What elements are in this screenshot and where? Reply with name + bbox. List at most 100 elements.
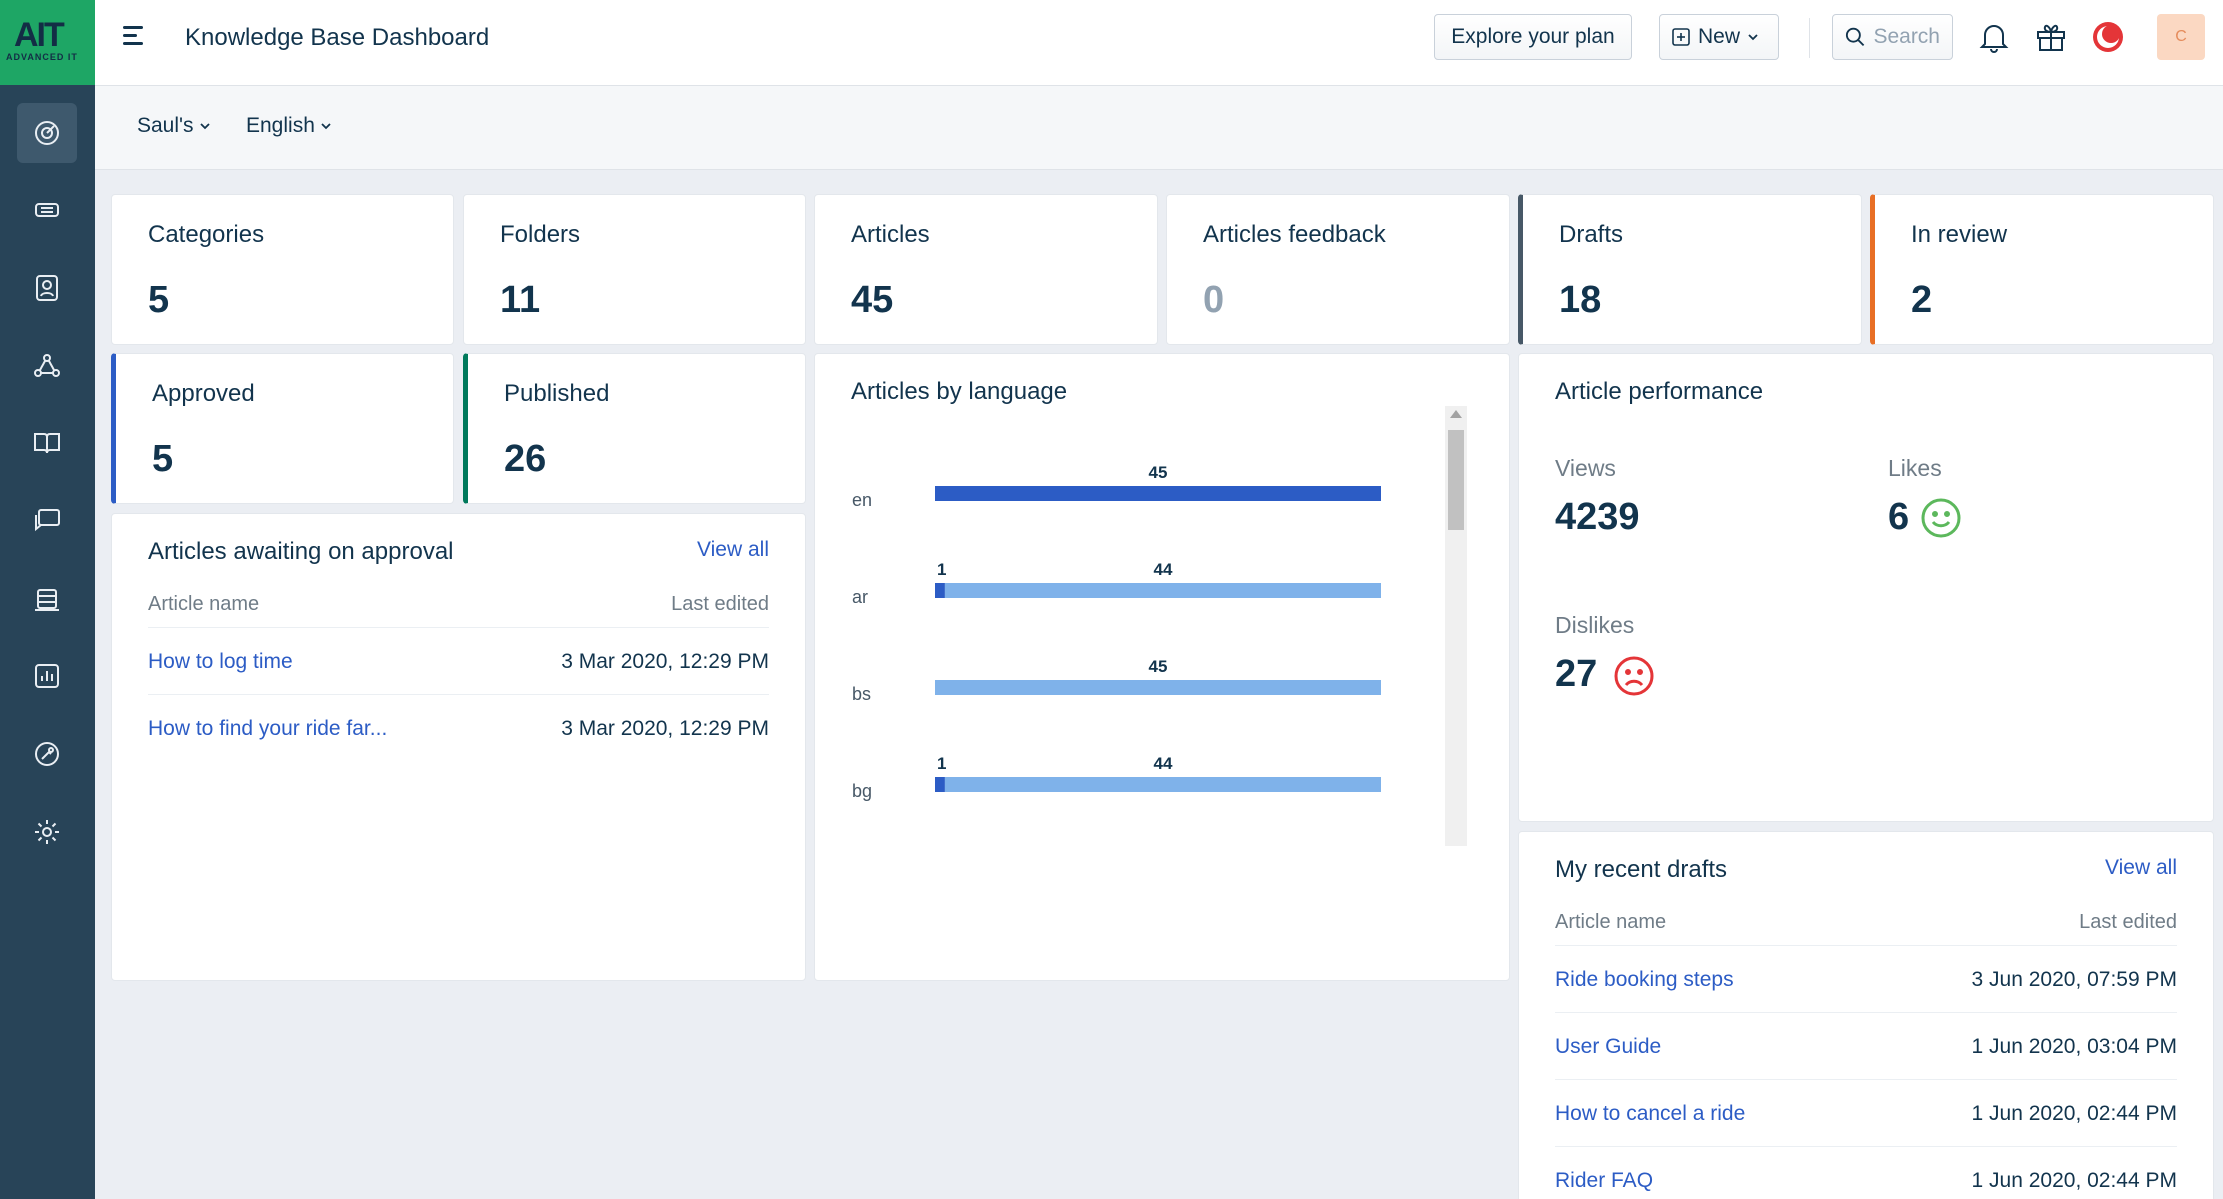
chevron-down-icon: [199, 123, 210, 130]
table-row: How to cancel a ride 1 Jun 2020, 02:44 P…: [1555, 1079, 2177, 1146]
stat-label: Published: [504, 380, 610, 407]
view-all-link[interactable]: View all: [697, 538, 769, 561]
article-date: 1 Jun 2020, 02:44 PM: [1971, 1169, 2177, 1192]
article-date: 1 Jun 2020, 03:04 PM: [1971, 1035, 2177, 1058]
data-label: 44: [1153, 754, 1172, 773]
column-header-date: Last edited: [671, 593, 769, 615]
nav-settings[interactable]: [17, 802, 77, 862]
article-date: 3 Mar 2020, 12:29 PM: [561, 650, 769, 673]
bar-segment: [935, 680, 1381, 695]
language-dropdown[interactable]: English: [246, 114, 331, 138]
article-link[interactable]: How to find your ride far...: [148, 717, 388, 740]
bar-segment: [944, 583, 1381, 598]
language-label: English: [246, 114, 315, 137]
stat-value: 2: [1911, 279, 1933, 321]
chart-scrollbar[interactable]: [1445, 406, 1467, 846]
stat-articles-feedback[interactable]: Articles feedback 0: [1166, 194, 1510, 345]
nav-tickets[interactable]: [17, 180, 77, 240]
stat-label: Articles: [851, 221, 930, 248]
article-date: 3 Jun 2020, 07:59 PM: [1971, 968, 2177, 991]
view-all-link[interactable]: View all: [2105, 856, 2177, 879]
section-title: Articles by language: [851, 378, 1068, 405]
stat-value: 5: [148, 279, 170, 321]
scroll-thumb[interactable]: [1448, 430, 1464, 530]
dislikes-value: 27: [1555, 653, 1598, 695]
top-bar: Knowledge Base Dashboard Explore your pl…: [95, 0, 2223, 86]
new-label: New: [1698, 25, 1741, 48]
likes-label: Likes: [1888, 455, 1942, 481]
stat-articles[interactable]: Articles 45: [814, 194, 1158, 345]
table-row: User Guide 1 Jun 2020, 03:04 PM: [1555, 1012, 2177, 1079]
nav-forums[interactable]: [17, 491, 77, 551]
search-box[interactable]: Search: [1832, 14, 1953, 60]
portal-label: Saul's: [137, 114, 194, 137]
stat-value: 11: [500, 279, 541, 321]
article-link[interactable]: How to log time: [148, 650, 293, 673]
social-icon: [35, 589, 59, 611]
brand-logo[interactable]: AIT ADVANCED IT: [0, 0, 95, 85]
notifications-button[interactable]: [1977, 20, 2011, 54]
table-row: How to log time 3 Mar 2020, 12:29 PM: [148, 627, 769, 694]
forums-icon: [35, 509, 60, 532]
divider: [1809, 18, 1810, 58]
likes-value: 6: [1888, 496, 1910, 538]
category-label: ar: [852, 587, 868, 607]
freshworks-icon: [2093, 22, 2123, 52]
stat-drafts[interactable]: Drafts 18: [1518, 194, 1862, 345]
table-row: Ride booking steps 3 Jun 2020, 07:59 PM: [1555, 945, 2177, 1012]
chart-viewport[interactable]: en45ar144bs45bg144ca45zh-CN45: [815, 406, 1475, 846]
stat-categories[interactable]: Categories 5: [111, 194, 454, 345]
explore-plan-label: Explore your plan: [1451, 25, 1615, 48]
nav-tools[interactable]: [17, 724, 77, 784]
article-link[interactable]: How to cancel a ride: [1555, 1102, 1746, 1125]
product-switcher-button[interactable]: [2091, 20, 2125, 54]
bar-segment: [935, 486, 1381, 501]
section-title: Articles awaiting on approval: [148, 538, 454, 565]
stat-published[interactable]: Published 26: [463, 353, 806, 504]
menu-toggle-icon[interactable]: [123, 26, 147, 50]
bar-segment: [935, 777, 945, 792]
plus-square-icon: [1672, 28, 1690, 46]
gifts-button[interactable]: [2034, 20, 2068, 54]
nav-contacts[interactable]: [17, 258, 77, 318]
article-link[interactable]: Rider FAQ: [1555, 1169, 1654, 1192]
nav-groups[interactable]: [17, 336, 77, 396]
avatar[interactable]: C: [2157, 14, 2205, 60]
stat-approved[interactable]: Approved 5: [111, 353, 454, 504]
stat-label: Drafts: [1559, 221, 1624, 248]
table-row: Rider FAQ 1 Jun 2020, 02:44 PM: [1555, 1146, 2177, 1199]
explore-plan-button[interactable]: Explore your plan: [1434, 14, 1632, 60]
bar-segment: [944, 777, 1381, 792]
section-title: Article performance: [1555, 378, 1764, 405]
nav-solutions[interactable]: [17, 413, 77, 473]
data-label: 44: [1153, 560, 1172, 579]
chevron-down-icon: [321, 123, 331, 130]
article-performance-card: Article performance Views 4239 Likes 6 D…: [1518, 353, 2214, 822]
stat-label: Approved: [152, 380, 255, 407]
views-label: Views: [1555, 455, 1616, 481]
dashboard-icon: [35, 121, 59, 145]
scroll-up-arrow[interactable]: [1450, 410, 1462, 418]
new-button[interactable]: New: [1659, 14, 1779, 60]
nav-dashboard[interactable]: [17, 103, 77, 163]
column-header-name: Article name: [148, 593, 260, 615]
search-icon: [1845, 27, 1865, 47]
search-placeholder: Search: [1873, 25, 1940, 48]
nav-reports[interactable]: [17, 646, 77, 706]
article-link[interactable]: User Guide: [1555, 1035, 1662, 1058]
article-date: 3 Mar 2020, 12:29 PM: [561, 717, 769, 740]
article-link[interactable]: Ride booking steps: [1555, 968, 1734, 991]
logo-mark: AIT: [14, 16, 65, 54]
stat-value: 18: [1559, 279, 1602, 321]
section-title: My recent drafts: [1555, 856, 1728, 883]
bell-icon: [1979, 25, 2009, 53]
nav-social[interactable]: [17, 569, 77, 629]
stat-value: 45: [851, 279, 894, 321]
stat-in-review[interactable]: In review 2: [1870, 194, 2214, 345]
book-icon: [34, 433, 60, 454]
tickets-icon: [35, 203, 59, 217]
stat-folders[interactable]: Folders 11: [463, 194, 806, 345]
contacts-icon: [36, 275, 58, 301]
stat-label: Categories: [148, 221, 265, 248]
portal-dropdown[interactable]: Saul's: [137, 114, 210, 138]
